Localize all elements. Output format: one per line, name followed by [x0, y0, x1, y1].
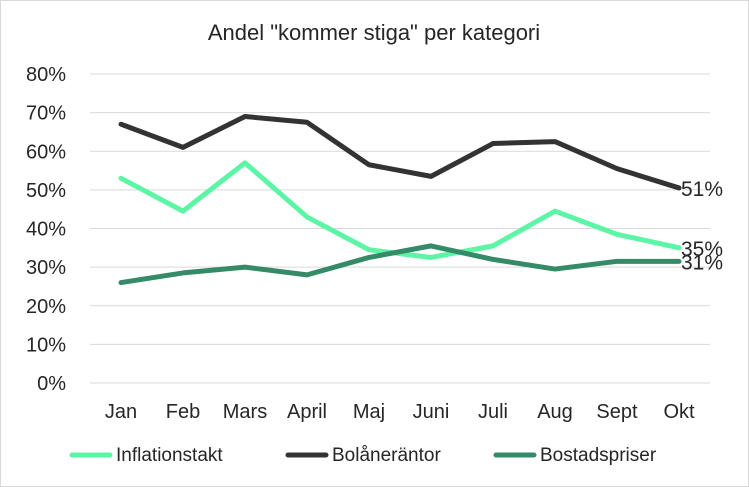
data-point — [182, 146, 184, 148]
data-point — [678, 187, 680, 189]
data-point — [430, 256, 432, 258]
data-point — [616, 260, 618, 262]
data-point — [368, 256, 370, 258]
data-point — [430, 245, 432, 247]
data-point — [306, 216, 308, 218]
data-point — [492, 258, 494, 260]
y-tick-label: 20% — [26, 296, 66, 318]
data-point — [306, 274, 308, 276]
x-tick-label: Maj — [353, 401, 385, 423]
chart-title: Andel "kommer stiga" per kategori — [208, 20, 540, 45]
x-tick-label: Okt — [663, 401, 695, 423]
data-point — [182, 210, 184, 212]
legend: Inflationstakt Bolåneräntor Bostadspriser — [69, 445, 657, 466]
end-label: 31% — [681, 251, 723, 274]
data-point — [678, 247, 680, 249]
legend-label: Bostadspriser — [540, 445, 657, 466]
data-point — [368, 249, 370, 251]
data-point — [616, 168, 618, 170]
series-line-1 — [118, 113, 682, 191]
end-labels: 35% 51% 31% — [681, 178, 723, 274]
data-point — [616, 233, 618, 235]
legend-label: Inflationstakt — [116, 445, 223, 466]
data-point — [554, 268, 556, 270]
data-point — [244, 266, 246, 268]
legend-label: Bolåneräntor — [332, 445, 441, 466]
data-point — [492, 143, 494, 145]
x-tick-label: April — [287, 401, 327, 423]
data-point — [678, 260, 680, 262]
data-point — [244, 162, 246, 164]
x-tick-label: Sept — [596, 401, 638, 423]
data-point — [492, 245, 494, 247]
x-tick-label: Mars — [223, 401, 267, 423]
data-point — [120, 123, 122, 125]
data-point — [368, 164, 370, 166]
x-tick-label: Jan — [105, 401, 137, 423]
x-axis-ticks: Jan Feb Mars April Maj Juni Juli Aug Sept Okt — [105, 401, 695, 423]
series-line-2 — [118, 243, 682, 286]
data-point — [306, 121, 308, 123]
y-tick-label: 50% — [26, 180, 66, 202]
y-tick-label: 40% — [26, 219, 66, 241]
gridlines — [90, 73, 710, 384]
y-tick-label: 60% — [26, 141, 66, 163]
y-tick-label: 30% — [26, 257, 66, 279]
x-tick-label: Juli — [478, 401, 508, 423]
x-tick-label: Feb — [166, 401, 200, 423]
y-tick-label: 10% — [26, 334, 66, 356]
y-tick-label: 80% — [26, 64, 66, 86]
x-tick-label: Juni — [413, 401, 450, 423]
data-point — [182, 272, 184, 274]
series-lines — [118, 113, 682, 286]
end-label: 51% — [681, 178, 723, 201]
x-tick-label: Aug — [537, 401, 573, 423]
data-point — [120, 177, 122, 179]
data-point — [554, 210, 556, 212]
y-tick-label: 0% — [37, 373, 66, 395]
data-point — [554, 141, 556, 143]
y-axis-ticks: 0% 10% 20% 30% 40% 50% 60% 70% 80% — [26, 64, 66, 395]
data-point — [244, 115, 246, 117]
data-point — [430, 175, 432, 177]
y-tick-label: 70% — [26, 103, 66, 125]
end-label: 35% — [681, 238, 723, 261]
data-point — [120, 282, 122, 284]
series-line-0 — [118, 160, 682, 260]
